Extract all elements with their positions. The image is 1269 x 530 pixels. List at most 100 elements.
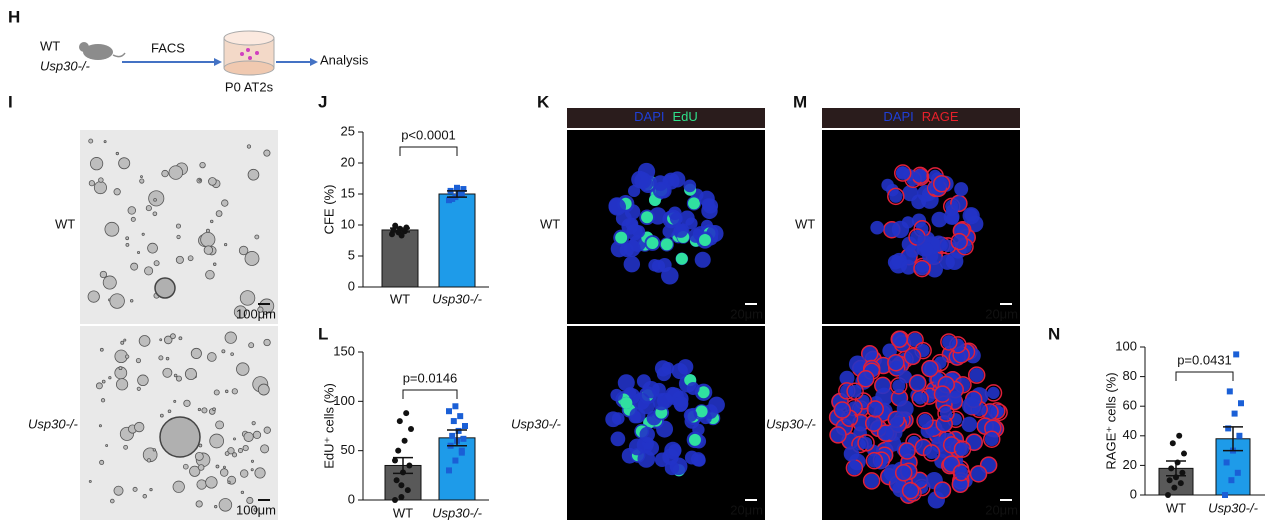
organoid [168,165,184,180]
nucleus [623,255,641,273]
organoid [246,144,252,149]
organoid [173,399,177,403]
organoid [115,378,129,391]
nucleus [648,259,661,272]
data-point [408,425,414,432]
organoid [233,305,248,319]
y-tick-label: 80 [1123,368,1137,383]
organoid [118,366,123,371]
organoid [246,496,254,505]
organoid [215,420,225,430]
organoid [120,340,125,345]
nucleus [875,387,894,406]
nucleus [632,392,650,411]
nucleus [661,361,675,375]
row-label: Usp30-/- [766,416,817,431]
y-tick-label: 0 [348,278,355,293]
nucleus [925,446,938,460]
rage-membrane [862,472,881,490]
y-tick-label: 100 [1115,338,1137,353]
rage-membrane [933,481,952,499]
cell-dot [240,52,244,56]
rage-membrane [942,455,961,473]
panel-label: M [793,92,807,111]
nucleus [669,212,683,226]
nucleus [930,235,947,252]
organoid [109,293,125,309]
organoid [145,205,152,212]
organoid [125,354,130,359]
rage-membrane [903,347,922,366]
organoid [263,426,271,434]
organoid [152,211,158,217]
rage-membrane [829,426,847,444]
y-tick-label: 60 [1123,398,1137,413]
data-point [398,494,405,501]
organoid [129,299,134,303]
nucleus [843,446,860,462]
data-point [1222,492,1228,498]
nucleus [657,258,672,273]
nucleus [867,453,882,468]
organoid [159,338,163,342]
nucleus [651,382,666,397]
nucleus [654,452,670,468]
edu-nucleus [620,396,633,409]
y-tick-label: 20 [1123,457,1137,472]
rage-membrane [940,333,958,351]
organoid [108,376,112,380]
data-point [1179,469,1186,476]
nucleus [627,184,641,198]
channel-name: DAPI [634,109,664,124]
nucleus [629,407,646,424]
y-axis-label: RAGE⁺ cells (%) [1103,372,1118,469]
edu-nucleus [615,231,628,244]
organoid [248,342,255,349]
organoid [231,452,238,458]
nucleus [885,424,903,441]
significance-bracket [1175,371,1234,381]
channel-header-text: DAPI EdU [634,109,698,124]
organoid [89,157,104,171]
organoid [218,498,233,512]
channel-header-text: DAPI RAGE [883,109,959,124]
y-tick-label: 150 [333,343,355,358]
rage-membrane [982,430,1001,448]
data-point [455,189,462,196]
rage-membrane [894,464,913,482]
organoid [99,270,108,279]
y-tick-label: 15 [341,185,355,200]
organoid [125,242,130,247]
nucleus [623,239,641,257]
data-point [446,467,452,474]
scale-bar-label: 20μm [730,306,763,321]
nucleus [918,413,932,428]
y-axis-label: EdU⁺ cells (%) [321,383,336,469]
organoid [148,190,165,207]
organoid [104,221,120,237]
organoid [219,468,229,477]
nucleus [891,220,910,239]
data-point [404,487,411,494]
data-point [392,222,399,229]
data-point [1233,351,1240,358]
nucleus [892,379,906,393]
nucleus [954,182,969,197]
organoid [137,250,141,255]
nucleus [919,242,934,257]
organoid [138,335,151,347]
dish-top [223,30,275,46]
data-point [446,408,452,415]
nucleus [946,204,959,217]
p-value: p=0.0146 [403,370,458,385]
organoid [98,424,102,428]
rage-membrane [979,456,998,474]
organoid [224,331,237,344]
organoid [118,157,131,170]
nucleus [865,415,882,432]
row-label: WT [795,216,815,231]
x-tick-label: WT [393,505,413,520]
nucleus [693,454,706,467]
nucleus [868,402,883,416]
organoid [225,389,229,394]
